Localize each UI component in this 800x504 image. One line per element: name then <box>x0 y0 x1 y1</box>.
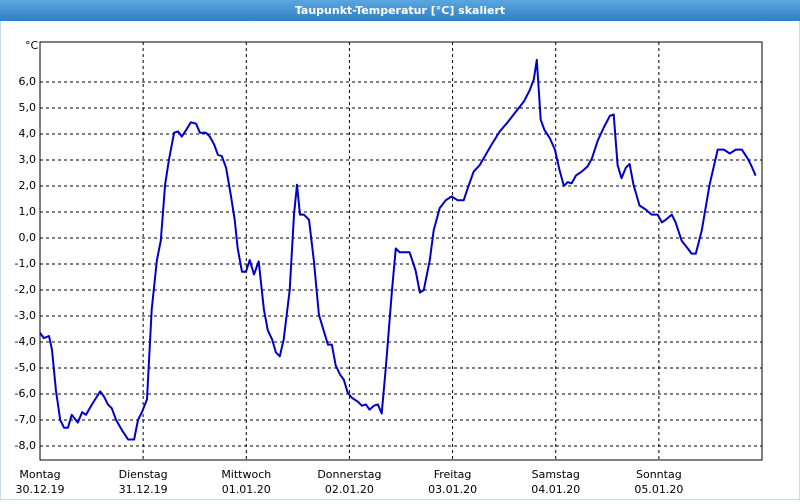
y-tick-label: -5,0 <box>15 361 36 374</box>
y-tick-label: -8,0 <box>15 439 36 452</box>
y-tick-label: -6,0 <box>15 387 36 400</box>
x-tick-date: 31.12.19 <box>119 483 168 496</box>
y-tick-label: -3,0 <box>15 309 36 322</box>
y-tick-label: 4,0 <box>19 127 37 140</box>
x-tick-label: Dienstag <box>119 468 168 481</box>
y-tick-label: 6,0 <box>19 75 37 88</box>
y-tick-label: 2,0 <box>19 179 37 192</box>
y-tick-label: 0,0 <box>19 231 37 244</box>
x-tick-date: 03.01.20 <box>428 483 477 496</box>
x-tick-date: 04.01.20 <box>531 483 580 496</box>
y-tick-label: 3,0 <box>19 153 37 166</box>
y-tick-label: -4,0 <box>15 335 36 348</box>
y-tick-label: 5,0 <box>19 101 37 114</box>
y-tick-label: -7,0 <box>15 413 36 426</box>
x-tick-label: Montag <box>19 468 60 481</box>
x-tick-label: Sonntag <box>636 468 682 481</box>
data-line <box>39 58 757 441</box>
y-unit: °C <box>25 39 39 52</box>
y-tick-label: -1,0 <box>15 257 36 270</box>
plot-frame <box>39 41 763 461</box>
x-tick-label: Samstag <box>532 468 580 481</box>
x-tick-date: 01.01.20 <box>222 483 271 496</box>
x-tick-label: Mittwoch <box>221 468 271 481</box>
y-tick-label: -2,0 <box>15 283 36 296</box>
chart-title: Taupunkt-Temperatur [°C] skaliert <box>295 4 505 17</box>
title-bar <box>0 0 800 21</box>
y-tick-label: 1,0 <box>19 205 37 218</box>
x-tick-date: 30.12.19 <box>16 483 65 496</box>
x-tick-date: 05.01.20 <box>634 483 683 496</box>
x-tick-label: Donnerstag <box>317 468 381 481</box>
x-tick-date: 02.01.20 <box>325 483 374 496</box>
x-tick-label: Freitag <box>434 468 472 481</box>
